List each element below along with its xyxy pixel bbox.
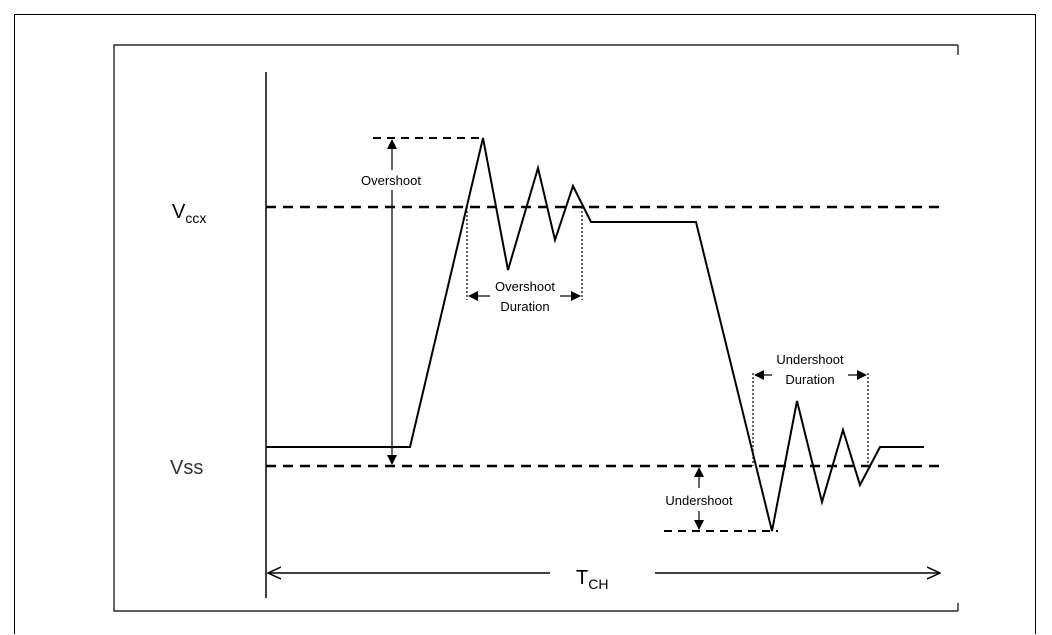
outer-frame [14, 14, 1036, 634]
vss-label: Vss [170, 457, 203, 479]
overshoot-duration-label-2: Duration [500, 299, 549, 314]
overshoot-duration-label-1: Overshoot [495, 279, 555, 294]
tch-label: TCH [576, 567, 608, 592]
overshoot-label: Overshoot [361, 173, 421, 188]
signal-waveform [266, 137, 924, 532]
undershoot-label: Undershoot [665, 493, 733, 508]
inner-frame [113, 44, 958, 612]
undershoot-duration-label-2: Duration [785, 372, 834, 387]
vccx-label: Vccx [172, 201, 206, 226]
undershoot-duration-label-1: Undershoot [776, 352, 844, 367]
